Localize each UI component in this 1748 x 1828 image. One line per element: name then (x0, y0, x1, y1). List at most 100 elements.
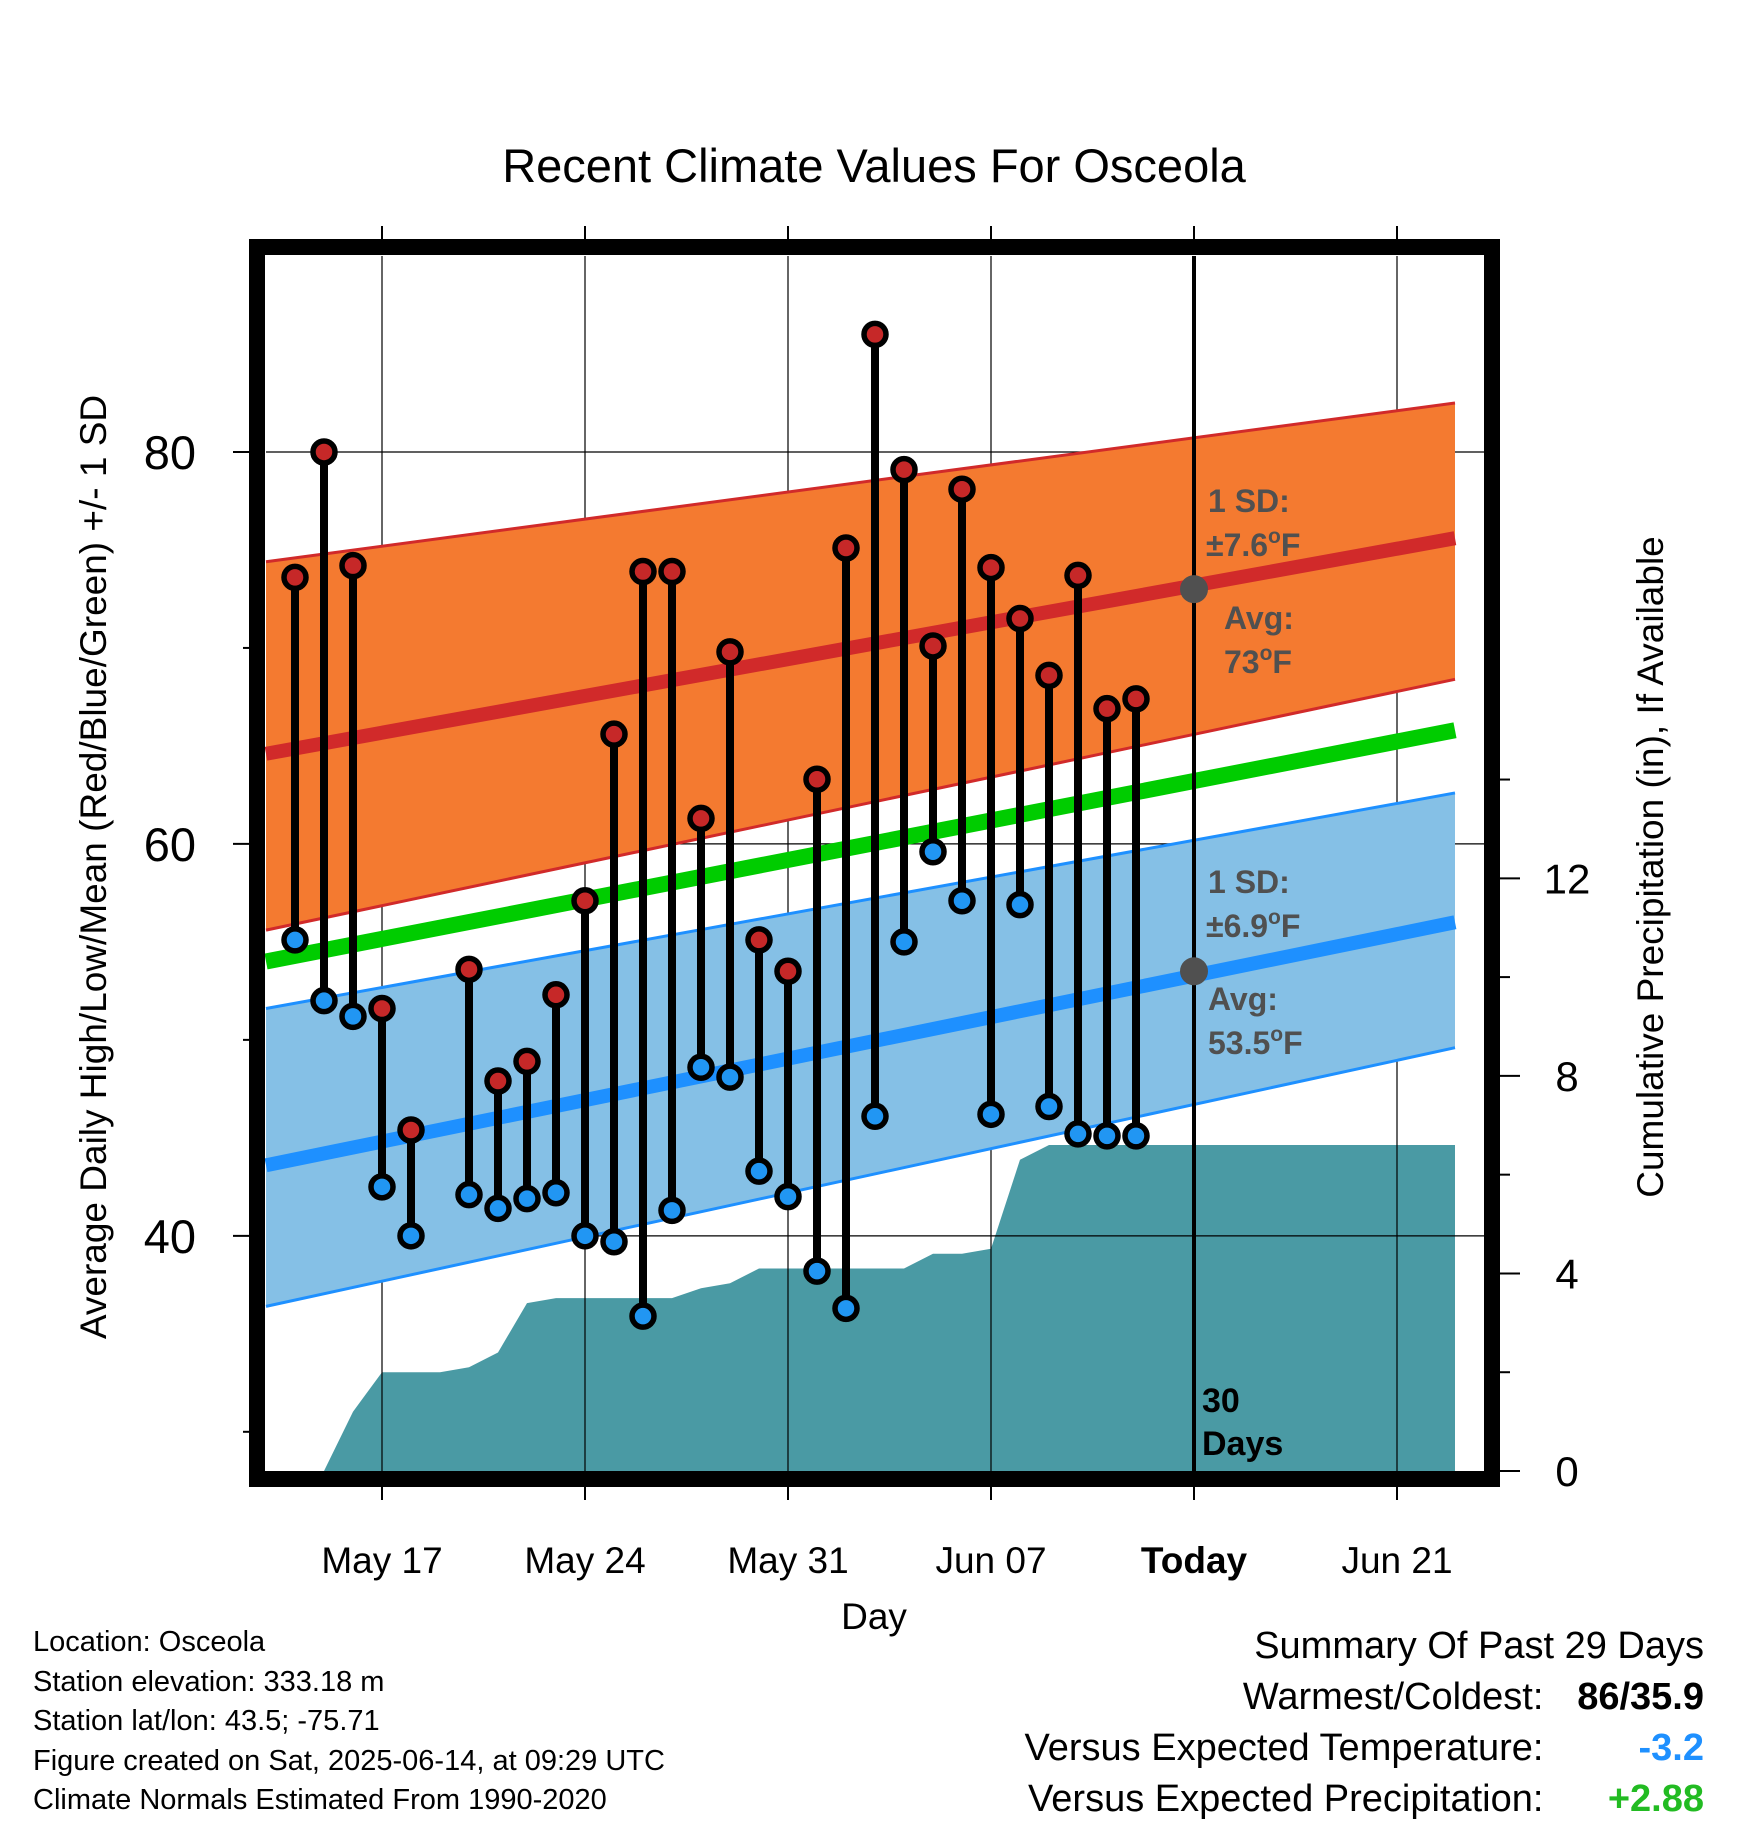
daily-high-point (571, 886, 599, 915)
daily-low-point (1035, 1092, 1063, 1121)
y-tick-label: 60 (144, 818, 196, 871)
daily-high-point (397, 1116, 425, 1144)
summary-panel: Summary Of Past 29 Days Warmest/Coldest:… (1025, 1620, 1704, 1825)
warmest-coldest-label: Warmest/Coldest: (1242, 1676, 1544, 1718)
x-tick-label: May 31 (727, 1540, 848, 1581)
y-tick-label: 40 (144, 1210, 196, 1263)
daily-low-point (687, 1053, 715, 1082)
daily-high-point (1064, 561, 1092, 590)
daily-low-point (803, 1257, 831, 1285)
normal-mean-line (265, 722, 1457, 970)
latlon-text: Station lat/lon: 43.5; -75.71 (33, 1705, 380, 1737)
daily-low-point (745, 1157, 773, 1185)
today-high-normal-dot (1180, 575, 1208, 604)
low-avg-value: 53.5oF (1208, 1023, 1303, 1061)
daily-low-point (339, 1002, 367, 1031)
daily-high-point (455, 955, 483, 984)
daily-high-point (484, 1067, 512, 1095)
daily-high-point (281, 563, 309, 592)
daily-low-point (919, 837, 947, 866)
daily-high-point (1006, 604, 1034, 633)
high-avg-label: Avg: (1224, 600, 1294, 636)
warmest-coldest-value: 86/35.9 (1577, 1676, 1704, 1718)
daily-low-point (455, 1180, 483, 1209)
daily-low-point (948, 886, 976, 915)
high-avg-value: 73oF (1224, 642, 1292, 680)
x-tick-label: Today (1141, 1540, 1248, 1581)
high-sd-band (266, 402, 1455, 931)
daily-low-point (368, 1173, 396, 1201)
observed-values (281, 320, 1150, 1330)
daily-low-point (600, 1227, 628, 1256)
daily-high-point (542, 981, 570, 1009)
summary-title: Summary Of Past 29 Days (1254, 1625, 1704, 1667)
daily-high-point (861, 320, 889, 349)
daily-low-point (571, 1222, 599, 1250)
daily-high-point (310, 438, 338, 466)
plot-area: 1 SD: ±7.6oF Avg: 73oF 1 SD: ±6.9oF Avg: 53.5oF… (265, 256, 1484, 1471)
daily-high-point (890, 455, 918, 484)
normal-bands (265, 401, 1457, 1308)
y2-tick-label: 0 (1555, 1448, 1578, 1495)
daily-low-point (281, 926, 309, 954)
high-sd-label: 1 SD: (1208, 483, 1290, 519)
daily-low-point (1122, 1122, 1150, 1150)
y2-axis-label: Cumulative Precipitation (in), If Availa… (1630, 536, 1671, 1198)
x-tick-label: Jun 21 (1341, 1540, 1452, 1581)
daily-high-point (745, 926, 773, 954)
plot-frame (249, 239, 1500, 1487)
low-sd-value: ±6.9oF (1206, 906, 1300, 944)
daily-low-point (310, 986, 338, 1015)
daily-high-point (629, 557, 657, 586)
daily-high-point (339, 551, 367, 580)
daily-high-point (658, 557, 686, 586)
y2-tick-label: 12 (1544, 855, 1591, 902)
daily-low-point (716, 1063, 744, 1091)
temperature-anomaly-label: Versus Expected Temperature: (1024, 1727, 1544, 1769)
x-tick-label: Jun 07 (935, 1540, 1046, 1581)
high-sd-band-upper-edge (265, 401, 1456, 564)
x-axis-label: Day (841, 1596, 907, 1637)
daily-high-point (1093, 694, 1121, 723)
daily-high-point (600, 720, 628, 748)
high-sd-value: ±7.6oF (1206, 525, 1300, 563)
daily-high-point (774, 957, 802, 986)
low-sd-band-lower-edge (265, 1046, 1456, 1308)
chart-title: Recent Climate Values For Osceola (502, 139, 1246, 192)
daily-high-point (803, 765, 831, 793)
daily-low-point (629, 1302, 657, 1330)
x-tick-label: May 17 (321, 1540, 442, 1581)
station-info: Location: Osceola Station elevation: 333… (33, 1623, 665, 1821)
daily-low-point (890, 928, 918, 956)
daily-low-point (774, 1182, 802, 1211)
daily-high-point (832, 534, 860, 562)
precipitation-anomaly-value: +2.88 (1607, 1778, 1704, 1820)
days-count-label: Days (1202, 1425, 1283, 1463)
temperature-anomaly-value: -3.2 (1638, 1727, 1704, 1769)
daily-high-point (1035, 661, 1063, 690)
temperature-anomaly-row: Versus Expected Temperature: -3.2 (1025, 1723, 1704, 1774)
precipitation-anomaly-label: Versus Expected Precipitation: (1028, 1778, 1544, 1820)
low-sd-label: 1 SD: (1208, 864, 1290, 900)
daily-low-point (513, 1184, 541, 1213)
today-low-normal-dot (1180, 957, 1208, 986)
daily-high-point (948, 475, 976, 503)
daily-high-point (513, 1047, 541, 1076)
daily-low-point (861, 1102, 889, 1131)
y2-tick-label: 8 (1555, 1053, 1578, 1100)
daily-low-point (832, 1294, 860, 1323)
daily-low-point (977, 1100, 1005, 1129)
daily-low-point (397, 1222, 425, 1250)
annotations: 1 SD: ±7.6oF Avg: 73oF 1 SD: ±6.9oF Avg: 53.5oF… (1180, 483, 1303, 1463)
daily-low-point (484, 1194, 512, 1223)
daily-high-point (687, 804, 715, 833)
normals-text: Climate Normals Estimated From 1990-2020 (33, 1784, 607, 1816)
high-sd-band-lower-edge (265, 677, 1456, 932)
normal-low-line (265, 915, 1457, 1173)
daily-high-point (716, 638, 744, 666)
precipitation-area (324, 1145, 1455, 1471)
normal-high-line (265, 531, 1457, 761)
y-tick-label: 80 (144, 426, 196, 479)
x-tick-label: May 24 (524, 1540, 645, 1581)
location-text: Location: Osceola (33, 1626, 266, 1658)
